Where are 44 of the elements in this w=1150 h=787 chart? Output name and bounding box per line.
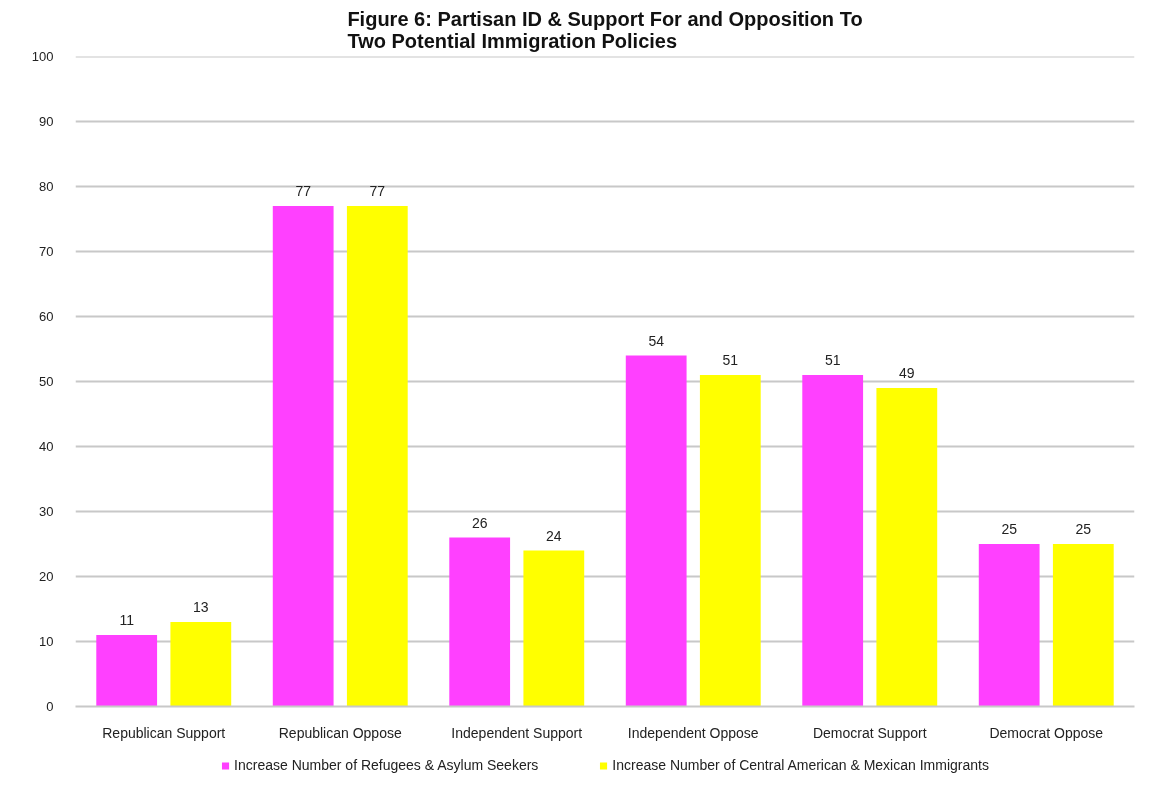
y-tick-label: 60 xyxy=(39,309,54,324)
y-tick-label: 50 xyxy=(39,374,54,389)
bar xyxy=(876,388,938,707)
y-tick-label: 40 xyxy=(39,439,54,454)
x-tick-label: Democrat Oppose xyxy=(989,724,1104,741)
y-tick-label: 90 xyxy=(39,114,54,129)
x-tick-label: Republican Oppose xyxy=(278,724,402,741)
data-label: 25 xyxy=(1075,521,1092,537)
y-tick-label: 70 xyxy=(39,244,54,259)
y-tick-label: 30 xyxy=(39,504,54,519)
chart-title: Figure 6: Partisan ID & Support For and Opposition To Two Potential Immigration Policies xyxy=(347,7,863,52)
bar xyxy=(699,375,761,707)
x-tick-label: Democrat Support xyxy=(812,724,927,741)
bar xyxy=(272,206,334,707)
data-label: 11 xyxy=(119,612,135,628)
data-label: 77 xyxy=(369,183,386,199)
data-label: 77 xyxy=(295,183,312,199)
bar xyxy=(625,355,687,707)
legend-label: Increase Number of Central American & Mexican Immigrants xyxy=(612,757,989,773)
y-tick-label: 10 xyxy=(39,634,54,649)
data-label: 26 xyxy=(471,514,488,531)
y-tick-label: 100 xyxy=(31,49,54,64)
y-tick-label: 80 xyxy=(39,179,54,194)
x-tick-label: Independent Support xyxy=(451,724,583,741)
y-tick-label: 0 xyxy=(46,699,54,714)
y-tick-label: 20 xyxy=(39,569,54,584)
data-label: 24 xyxy=(546,527,562,544)
x-tick-label: Republican Support xyxy=(102,724,226,741)
bar xyxy=(523,550,585,707)
data-label: 49 xyxy=(899,365,915,381)
bar xyxy=(170,622,232,707)
bar xyxy=(978,544,1040,707)
data-label: 25 xyxy=(1001,521,1018,537)
data-label: 51 xyxy=(824,352,841,368)
bar xyxy=(1052,544,1114,707)
data-label: 51 xyxy=(722,352,739,368)
bar xyxy=(449,537,511,707)
data-label: 54 xyxy=(648,332,665,349)
bar xyxy=(346,206,408,707)
data-label: 13 xyxy=(193,599,209,615)
x-tick-label: Independent Oppose xyxy=(627,724,759,741)
legend-label: Increase Number of Refugees & Asylum Seekers xyxy=(234,757,539,773)
bar xyxy=(802,375,864,707)
bar xyxy=(96,635,158,707)
